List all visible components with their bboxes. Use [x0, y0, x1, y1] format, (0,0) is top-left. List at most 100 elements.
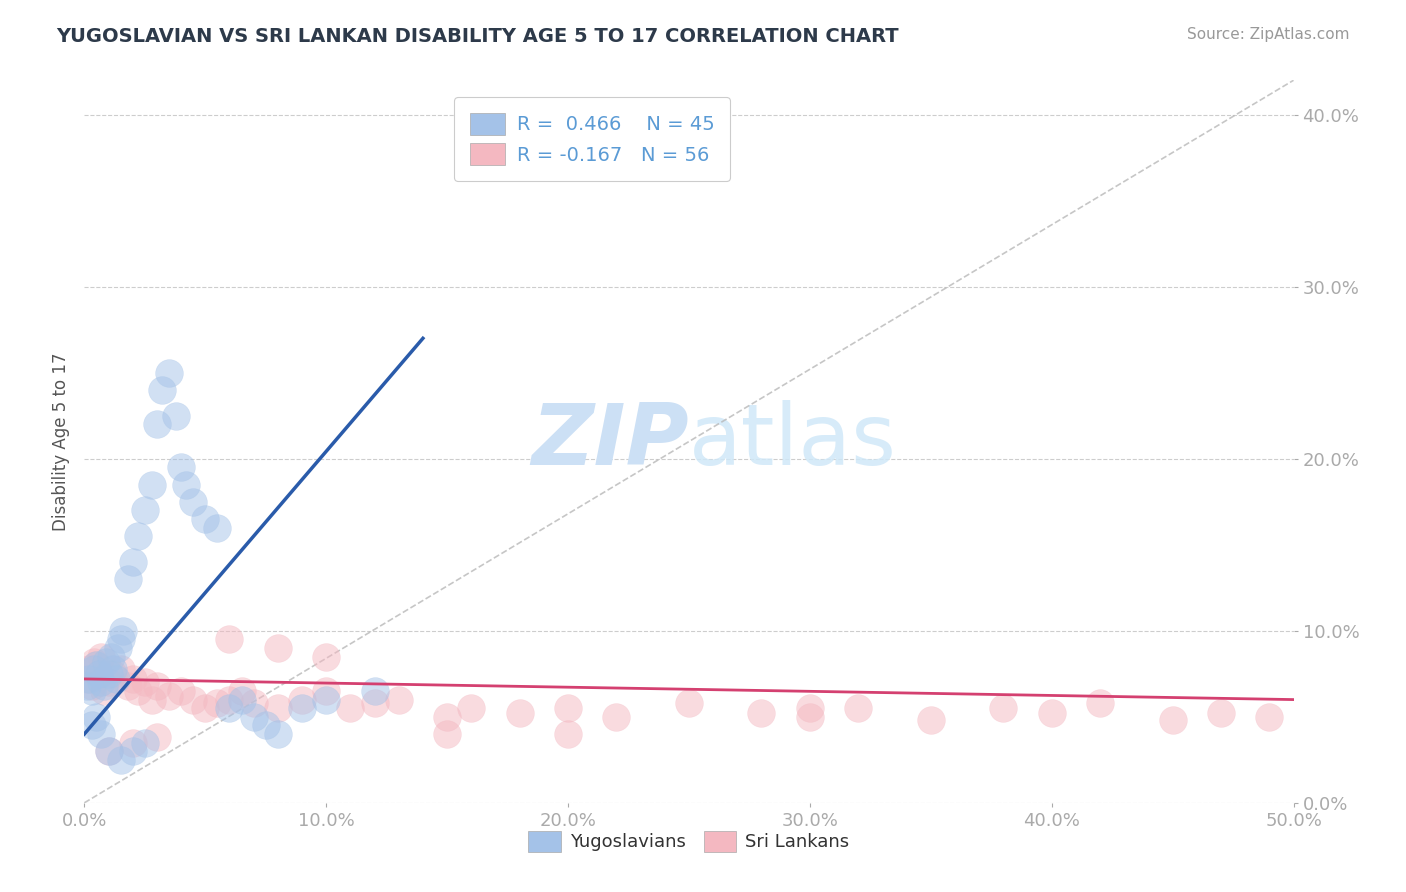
Y-axis label: Disability Age 5 to 17: Disability Age 5 to 17 [52, 352, 70, 531]
Point [146, 679, 169, 693]
Point [121, 735, 143, 749]
Point [141, 692, 163, 706]
Point [207, 520, 229, 534]
Point [110, 632, 132, 647]
Point [315, 684, 337, 698]
Point [146, 417, 169, 432]
Point [77, 672, 100, 686]
Point [86, 658, 108, 673]
Point [146, 731, 169, 745]
Point [363, 684, 385, 698]
Point [509, 706, 531, 721]
Point [170, 684, 193, 698]
Point [104, 672, 127, 686]
Point [181, 494, 204, 508]
Point [181, 692, 204, 706]
Legend: Yugoslavians, Sri Lankans: Yugoslavians, Sri Lankans [522, 823, 856, 859]
Point [121, 555, 143, 569]
Point [678, 696, 700, 710]
Point [993, 701, 1015, 715]
Point [121, 672, 143, 686]
Point [1088, 696, 1111, 710]
Point [170, 460, 193, 475]
Text: ZIP: ZIP [531, 400, 689, 483]
Point [83, 662, 105, 676]
Text: YUGOSLAVIAN VS SRI LANKAN DISABILITY AGE 5 TO 17 CORRELATION CHART: YUGOSLAVIAN VS SRI LANKAN DISABILITY AGE… [56, 27, 898, 45]
Point [141, 477, 163, 491]
Point [157, 689, 180, 703]
Point [90, 649, 112, 664]
Point [218, 632, 240, 647]
Point [87, 666, 110, 681]
Point [110, 753, 132, 767]
Point [94, 655, 117, 669]
Point [799, 701, 821, 715]
Point [218, 701, 240, 715]
Point [97, 744, 120, 758]
Point [86, 658, 108, 673]
Point [90, 727, 112, 741]
Point [436, 727, 458, 741]
Point [174, 477, 197, 491]
Point [231, 684, 253, 698]
Point [93, 684, 115, 698]
Point [363, 696, 385, 710]
Point [117, 572, 139, 586]
Point [194, 701, 217, 715]
Point [127, 684, 149, 698]
Point [97, 744, 120, 758]
Point [557, 701, 579, 715]
Point [87, 666, 110, 681]
Point [1209, 706, 1232, 721]
Point [80, 684, 103, 698]
Point [127, 529, 149, 543]
Point [315, 649, 337, 664]
Point [76, 679, 98, 693]
Point [134, 503, 156, 517]
Point [799, 710, 821, 724]
Point [80, 679, 103, 693]
Point [117, 679, 139, 693]
Point [339, 701, 361, 715]
Text: atlas: atlas [689, 400, 897, 483]
Point [165, 409, 187, 423]
Point [134, 735, 156, 749]
Point [157, 366, 180, 380]
Point [291, 692, 314, 706]
Point [110, 662, 132, 676]
Point [242, 710, 264, 724]
Point [605, 710, 627, 724]
Point [97, 666, 120, 681]
Point [207, 696, 229, 710]
Point [1161, 713, 1184, 727]
Point [112, 624, 135, 638]
Point [557, 727, 579, 741]
Point [1258, 710, 1281, 724]
Point [134, 675, 156, 690]
Point [97, 675, 120, 690]
Point [107, 640, 129, 655]
Text: Source: ZipAtlas.com: Source: ZipAtlas.com [1187, 27, 1350, 42]
Point [267, 727, 290, 741]
Point [231, 692, 253, 706]
Point [93, 679, 115, 693]
Point [90, 675, 112, 690]
Point [267, 640, 290, 655]
Point [388, 692, 411, 706]
Point [846, 701, 869, 715]
Point [751, 706, 773, 721]
Point [150, 383, 173, 397]
Point [77, 662, 100, 676]
Point [254, 718, 277, 732]
Point [315, 692, 337, 706]
Point [242, 696, 264, 710]
Point [83, 655, 105, 669]
Point [103, 662, 125, 676]
Point [460, 701, 482, 715]
Point [194, 512, 217, 526]
Point [267, 701, 290, 715]
Point [291, 701, 314, 715]
Point [76, 672, 98, 686]
Point [920, 713, 942, 727]
Point [121, 744, 143, 758]
